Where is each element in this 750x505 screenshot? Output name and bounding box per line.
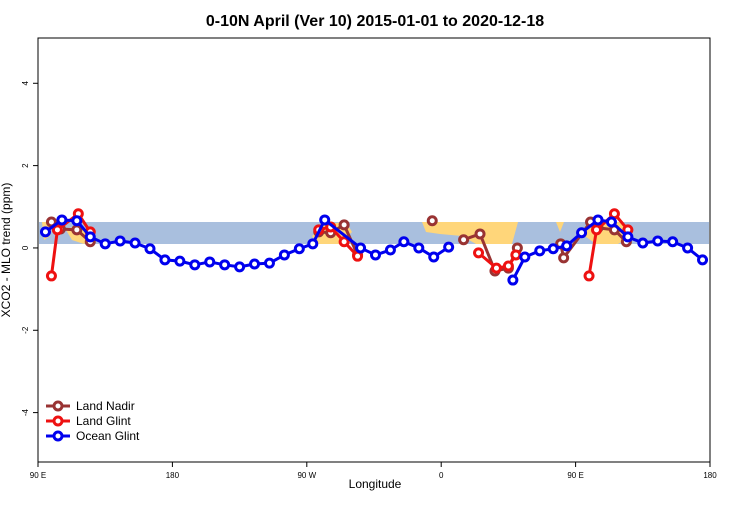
data-point bbox=[591, 224, 603, 236]
data-point bbox=[293, 243, 305, 255]
data-point bbox=[534, 245, 546, 257]
data-point bbox=[558, 252, 570, 264]
data-point bbox=[56, 214, 68, 226]
land-patch bbox=[422, 222, 518, 244]
data-point bbox=[398, 236, 410, 248]
data-point bbox=[561, 240, 573, 252]
data-point bbox=[637, 237, 649, 249]
data-point bbox=[547, 243, 559, 255]
x-axis-label: Longitude bbox=[349, 477, 402, 491]
legend-label: Ocean Glint bbox=[76, 429, 140, 443]
ocean-band bbox=[39, 222, 709, 244]
y-axis-label: XCO2 - MLO trend (ppm) bbox=[0, 183, 13, 318]
y-tick-label: 4 bbox=[21, 81, 30, 86]
data-point bbox=[319, 214, 331, 226]
data-point bbox=[219, 259, 231, 271]
data-point bbox=[278, 249, 290, 261]
data-point bbox=[204, 256, 216, 268]
y-tick-label: 0 bbox=[21, 245, 30, 250]
data-point bbox=[592, 214, 604, 226]
data-point bbox=[490, 262, 502, 274]
data-point bbox=[519, 251, 531, 263]
data-point bbox=[473, 247, 485, 259]
data-point bbox=[682, 242, 694, 254]
data-point bbox=[234, 261, 246, 273]
x-tick-label: 0 bbox=[439, 471, 444, 480]
data-point bbox=[355, 242, 367, 254]
x-tick-label: 90 E bbox=[30, 471, 46, 480]
data-point bbox=[652, 235, 664, 247]
y-tick-label: -4 bbox=[21, 409, 30, 417]
legend-marker bbox=[52, 415, 64, 427]
land-patch bbox=[556, 222, 564, 232]
y-tick-label: -2 bbox=[21, 326, 30, 334]
data-point bbox=[443, 241, 455, 253]
data-point bbox=[189, 259, 201, 271]
x-tick-label: 180 bbox=[703, 471, 717, 480]
legend-label: Land Nadir bbox=[76, 399, 135, 413]
legend-marker bbox=[52, 430, 64, 442]
plot-frame bbox=[37, 37, 711, 463]
legend-marker bbox=[52, 400, 64, 412]
data-point bbox=[39, 226, 51, 238]
data-point bbox=[338, 219, 350, 231]
data-point bbox=[583, 270, 595, 282]
data-point bbox=[510, 249, 522, 261]
data-point bbox=[458, 234, 470, 246]
data-point bbox=[307, 238, 319, 250]
data-point bbox=[413, 242, 425, 254]
data-point bbox=[45, 270, 57, 282]
x-tick-label: 90 W bbox=[297, 471, 316, 480]
data-point bbox=[667, 236, 679, 248]
data-point bbox=[174, 255, 186, 267]
data-point bbox=[263, 257, 275, 269]
legend-label: Land Glint bbox=[76, 414, 131, 428]
x-tick-label: 90 E bbox=[567, 471, 583, 480]
data-point bbox=[576, 227, 588, 239]
data-point bbox=[622, 231, 634, 243]
data-point bbox=[338, 236, 350, 248]
data-point bbox=[426, 215, 438, 227]
data-point bbox=[697, 254, 709, 266]
data-point bbox=[129, 237, 141, 249]
data-point bbox=[474, 228, 486, 240]
x-tick-label: 180 bbox=[166, 471, 180, 480]
data-point bbox=[428, 251, 440, 263]
data-point bbox=[71, 215, 83, 227]
data-point bbox=[384, 244, 396, 256]
data-point bbox=[84, 231, 96, 243]
data-point bbox=[369, 249, 381, 261]
data-point bbox=[71, 224, 83, 236]
data-point bbox=[114, 235, 126, 247]
data-point bbox=[159, 254, 171, 266]
data-point bbox=[51, 224, 63, 236]
data-point bbox=[605, 216, 617, 228]
chart-title: 0-10N April (Ver 10) 2015-01-01 to 2020-… bbox=[206, 13, 544, 30]
data-point bbox=[502, 260, 514, 272]
data-point bbox=[249, 258, 261, 270]
data-point bbox=[144, 243, 156, 255]
series-line bbox=[49, 212, 630, 277]
data-point bbox=[507, 274, 519, 286]
y-tick-label: 2 bbox=[21, 163, 30, 168]
data-point bbox=[99, 238, 111, 250]
